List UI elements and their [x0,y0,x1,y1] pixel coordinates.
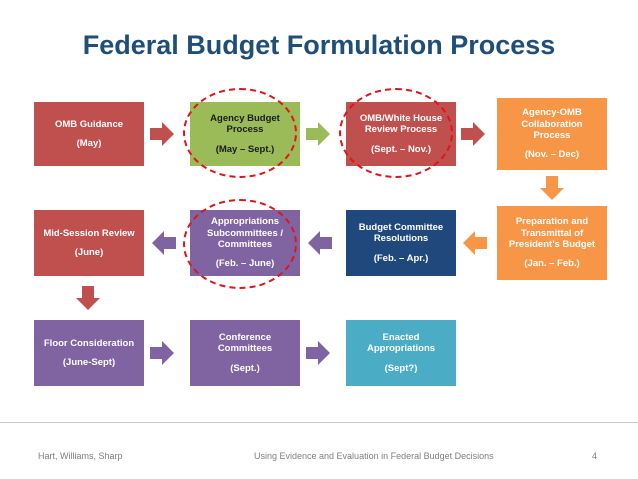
arrow-down-icon [76,286,100,310]
budget-committee-box: Budget Committee Resolutions (Feb. – Apr… [346,210,456,276]
enacted-appropriations-date: (Sept?) [384,362,418,374]
slide-title: Federal Budget Formulation Process [82,30,556,60]
footer-divider [0,422,638,423]
arrow-down-icon [540,176,564,200]
arrow-right-icon [150,341,174,365]
conference-committees-label: Conference Committees [217,331,273,355]
floor-consideration-label: Floor Consideration [43,337,135,349]
page-number: 4 [592,451,598,461]
budget-committee-date: (Feb. – Apr.) [373,252,429,264]
agency-omb-date: (Nov. – Dec) [524,149,580,161]
highlight-ellipse-agency-budget [183,88,297,178]
arrow-right-icon [306,122,330,146]
omb-guidance-date: (May) [76,138,102,149]
footer-title: Using Evidence and Evaluation in Federal… [254,451,494,461]
conference-committees-date: (Sept.) [230,362,260,374]
arrow-right-icon [150,122,174,146]
arrow-left-icon [463,231,487,255]
omb-guidance-label: OMB Guidance [54,118,124,130]
enacted-appropriations-box: Enacted Appropriations (Sept?) [346,320,456,386]
mid-session-date: (June) [74,247,104,258]
arrow-right-icon [461,122,485,146]
preparation-date: (Jan. – Feb.) [524,258,580,270]
agency-omb-label: Agency-OMB Collaboration Process [521,107,583,141]
budget-committee-label: Budget Committee Resolutions [358,221,444,245]
highlight-ellipse-omb-review [339,88,453,178]
footer-authors: Hart, Williams, Sharp [38,451,123,461]
mid-session-box: Mid-Session Review (June) [34,210,144,276]
arrow-right-icon [306,341,330,365]
omb-guidance-box: OMB Guidance (May) [34,102,144,166]
mid-session-label: Mid-Session Review [43,227,135,239]
arrow-left-icon [308,231,332,255]
agency-omb-box: Agency-OMB Collaboration Process (Nov. –… [497,98,607,170]
enacted-appropriations-label: Enacted Appropriations [366,331,436,355]
preparation-label: Preparation and Transmittal of President… [508,216,596,250]
preparation-box: Preparation and Transmittal of President… [497,206,607,280]
arrow-left-icon [152,231,176,255]
highlight-ellipse-appropriations [183,199,297,289]
conference-committees-box: Conference Committees (Sept.) [190,320,300,386]
floor-consideration-date: (June-Sept) [62,357,116,368]
floor-consideration-box: Floor Consideration (June-Sept) [34,320,144,386]
